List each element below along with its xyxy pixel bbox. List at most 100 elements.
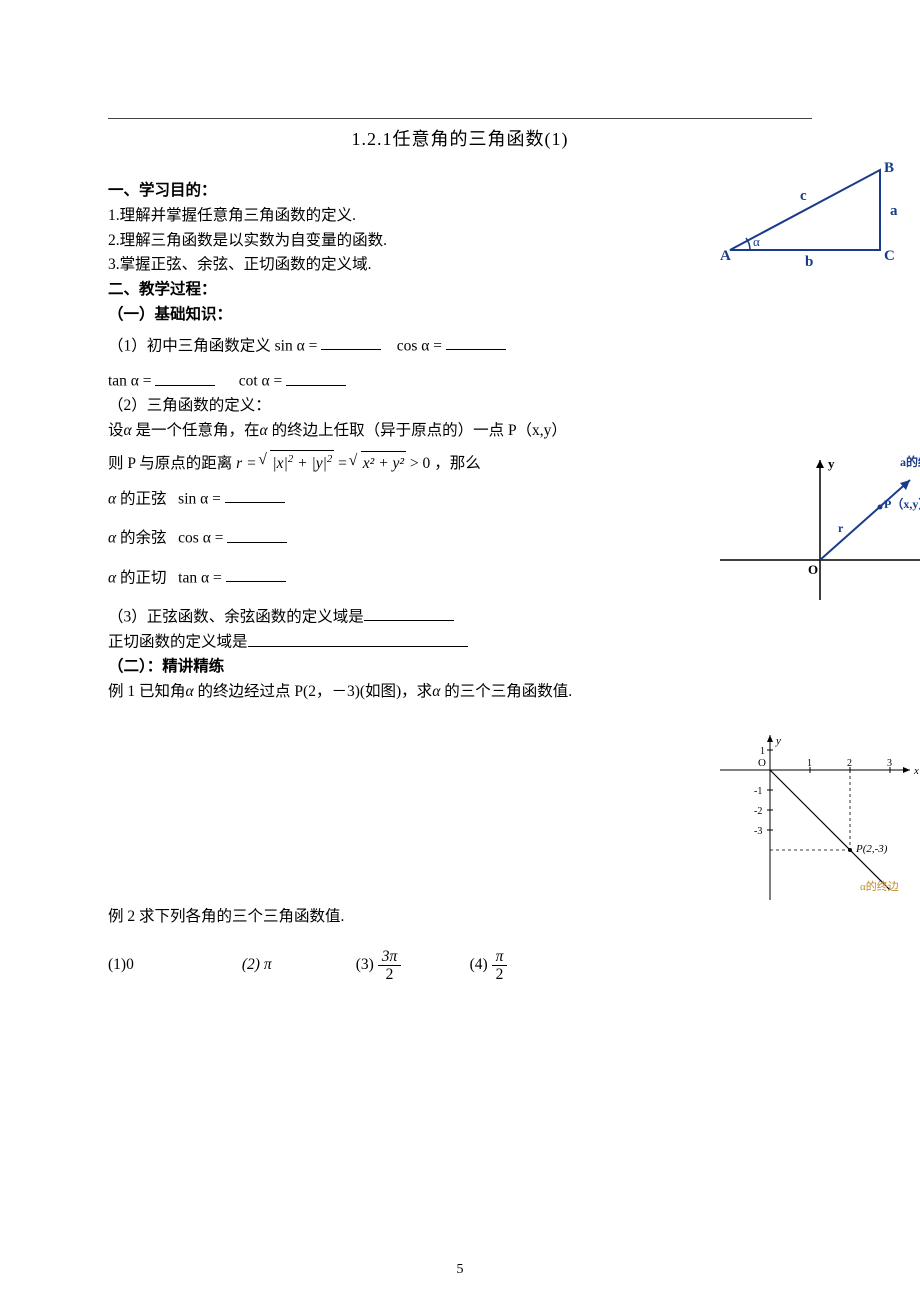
alpha-s: α [108, 490, 116, 507]
subsection-2-heading: （二）：精讲精练 [108, 655, 812, 680]
triangle-figure: A B C c a b α [720, 160, 920, 270]
section-2-heading: 二、教学过程： [108, 278, 812, 303]
cosine-row: α 的余弦 cos α = [108, 526, 812, 551]
example-1: 例 1 已知角α 的终边经过点 P(2，－3)(如图)，求α 的三个三角函数值. [108, 680, 812, 705]
frac-3pi-2: 3π 2 [378, 948, 402, 983]
txt: 则 P 与原点的距离 [108, 455, 232, 472]
section-1-heading: 一、学习目的： [108, 179, 812, 204]
tangent-row: α 的正切 tan α = [108, 566, 812, 591]
blank-domain-2 [248, 630, 468, 647]
blank-sin-2 [225, 487, 285, 504]
label-r: r [838, 521, 844, 535]
alpha-c: α [108, 530, 116, 547]
blank-cos [446, 334, 506, 351]
tangent-label: 的正切 [120, 569, 167, 586]
ytn2: -2 [754, 806, 762, 817]
example-2: 例 2 求下列各角的三个三角函数值. [108, 905, 812, 930]
label-edge: α的终边 [860, 879, 899, 893]
xt2: 2 [847, 758, 852, 769]
label-A: A [720, 248, 731, 264]
den: 2 [378, 966, 402, 983]
opt-4: (4) [470, 956, 488, 973]
blank-tan [155, 369, 215, 386]
sine-row: α 的正弦 sin α = [108, 487, 812, 512]
xt1: 1 [807, 758, 812, 769]
opt-3: (3) [356, 956, 374, 973]
opt-2: (2) π [242, 953, 352, 978]
cos-eq: cos α = [178, 530, 223, 547]
objective-1: 1.理解并掌握任意角三角函数的定义. [108, 204, 812, 229]
gt-zero: > 0 [410, 455, 430, 472]
ytn1: -1 [754, 786, 762, 797]
item-1-row-1: （1）初中三角函数定义 sin α = cos α = [108, 334, 812, 359]
txt: ，那么 [434, 455, 481, 472]
label-a: a [890, 203, 898, 219]
txt: 的三个三角函数值. [444, 683, 572, 700]
item-3-line-2: 正切函数的定义域是 [108, 630, 812, 655]
objective-3: 3.掌握正弦、余弦、正切函数的定义域. [108, 253, 812, 278]
label-x: x [913, 765, 919, 777]
label-y: y [828, 456, 835, 471]
cos-expr: cos α = [397, 337, 442, 354]
opt-1: (1)0 [108, 953, 238, 978]
label-C: C [884, 248, 895, 264]
label-c: c [800, 188, 807, 204]
page: 1.2.1任意角的三角函数(1) 一、学习目的： 1.理解并掌握任意角三角函数的… [0, 0, 920, 1302]
sin-expr: sin α = [275, 337, 318, 354]
doc-title: 1.2.1任意角的三角函数(1) [108, 125, 812, 151]
label-edge: a的终边 [900, 454, 920, 469]
blank-domain-1 [364, 605, 454, 622]
blank-cos-2 [227, 526, 287, 543]
tan-expr: tan α = [108, 373, 152, 390]
spacer [108, 705, 812, 905]
item-2-line-1: 设α 是一个任意角，在α 的终边上任取（异于原点的）一点 P（x,y） [108, 419, 812, 444]
cosine-label: 的余弦 [120, 530, 167, 547]
item-2-heading: （2）三角函数的定义： [108, 394, 812, 419]
sin-eq: sin α = [178, 490, 221, 507]
sqrt-1-inner-a: |x|2 + |y|2 [272, 455, 332, 472]
sine-label: 的正弦 [120, 490, 167, 507]
label-y: y [775, 735, 781, 747]
label-B: B [884, 160, 894, 176]
txt: 例 1 已知角 [108, 683, 186, 700]
alpha-e1a: α [186, 683, 194, 700]
label-alpha: α [753, 234, 760, 249]
example-1-figure: O y x 1 2 3 1 -1 -2 -3 P(2,-3) α的终边 [710, 730, 920, 910]
opt-4-wrap: (4) π 2 [470, 948, 508, 983]
num: π [492, 948, 508, 966]
txt: 是一个任意角，在 [136, 422, 260, 439]
sqrt-2-inner: x² + y² [363, 455, 404, 472]
yt1: 1 [760, 746, 765, 757]
item-3-line-1: （3）正弦函数、余弦函数的定义域是 [108, 605, 812, 630]
item-1-row-2: tan α = cot α = [108, 369, 812, 394]
example-2-options: (1)0 (2) π (3) 3π 2 (4) π 2 [108, 948, 812, 983]
alpha-2: α [260, 422, 268, 439]
label-P: P(2,-3) [855, 843, 888, 855]
top-rule [108, 118, 812, 119]
abs-y: + |y| [293, 455, 327, 472]
xt3: 3 [887, 758, 892, 769]
item-1-prefix: （1）初中三角函数定义 [108, 337, 271, 354]
alpha-e1b: α [432, 683, 440, 700]
frac-pi-2: π 2 [492, 948, 508, 983]
sqrt-2: x² + y² [351, 451, 406, 477]
objective-2: 2.理解三角函数是以实数为自变量的函数. [108, 229, 812, 254]
cot-expr: cot α = [239, 373, 283, 390]
label-O: O [758, 757, 766, 769]
page-number: 5 [0, 1262, 920, 1278]
txt: 正切函数的定义域是 [108, 634, 248, 651]
opt-3-wrap: (3) 3π 2 [356, 948, 466, 983]
alpha-t: α [108, 569, 116, 586]
tan-eq: tan α = [178, 569, 222, 586]
den: 2 [492, 966, 508, 983]
r-eq: r = [236, 455, 256, 472]
blank-tan-2 [226, 566, 286, 583]
abs-x: |x| [272, 455, 287, 472]
blank-cot [286, 369, 346, 386]
ytn3: -3 [754, 826, 762, 837]
sqrt-1: |x|2 + |y|2 [260, 450, 334, 477]
blank-sin [321, 334, 381, 351]
txt: （3）正弦函数、余弦函数的定义域是 [108, 608, 364, 625]
label-P: P（x,y） [884, 496, 920, 511]
content-body: 一、学习目的： 1.理解并掌握任意角三角函数的定义. 2.理解三角函数是以实数为… [108, 179, 812, 983]
